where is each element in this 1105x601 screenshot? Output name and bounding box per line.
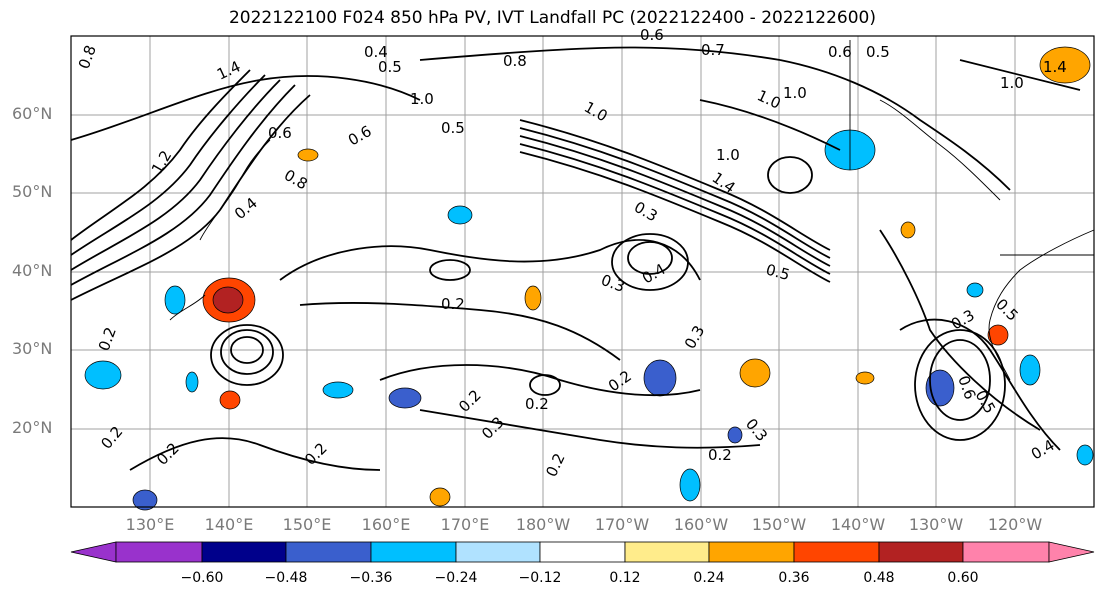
- patch-negative: [727, 426, 743, 444]
- contour-label: 1.0: [716, 146, 740, 164]
- patch-positive: [429, 487, 451, 507]
- patch-negative: [132, 489, 158, 511]
- colorbar-segment: [878, 541, 964, 563]
- lon-label: 170°E: [440, 515, 490, 534]
- gridlines: [71, 36, 1094, 507]
- colorbar-segment: [455, 541, 541, 563]
- contour-label: 0.2: [708, 446, 732, 464]
- patch-negative: [1019, 354, 1041, 386]
- patch-positive: [739, 358, 771, 388]
- contour-label: 0.2: [441, 295, 465, 313]
- lon-label: 130°W: [908, 515, 964, 534]
- lat-label: 60°N: [12, 104, 53, 123]
- lon-label: 160°E: [361, 515, 411, 534]
- patch-positive: [297, 148, 319, 162]
- patch-negative: [643, 359, 677, 397]
- patch-negative: [966, 282, 984, 298]
- lon-label: 150°W: [751, 515, 807, 534]
- contour-label: 0.5: [378, 58, 402, 76]
- lon-label: 140°E: [204, 515, 254, 534]
- patch-positive: [524, 285, 542, 311]
- colorbar-segment: [624, 541, 710, 563]
- colorbar-tick-label: −0.24: [434, 570, 478, 586]
- lat-label: 50°N: [12, 182, 53, 201]
- contour-label: 1.0: [1000, 74, 1024, 92]
- colorbar-tick-label: 0.24: [693, 570, 725, 586]
- colorbar-segment: [201, 541, 287, 563]
- contour-label: 0.6: [268, 124, 292, 142]
- colorbar-segment: [539, 541, 626, 563]
- patch-positive: [1039, 46, 1091, 84]
- contour-lines: [70, 46, 1081, 471]
- colorbar-extend-high: [1048, 541, 1095, 563]
- patch-positive-core: [212, 286, 244, 314]
- lat-label: 30°N: [12, 339, 53, 358]
- contour-label: 1.0: [410, 90, 434, 108]
- lon-label: 160°W: [673, 515, 729, 534]
- patch-negative: [164, 285, 186, 315]
- lat-label: 20°N: [12, 418, 53, 437]
- contour-label: 1.0: [783, 84, 807, 102]
- colorbar: [70, 541, 1095, 563]
- lat-label: 40°N: [12, 261, 53, 280]
- colorbar-tick-label: −0.60: [180, 570, 224, 586]
- contour-label: 0.5: [441, 119, 465, 137]
- patch-negative: [1076, 444, 1094, 466]
- colorbar-tick-label: 0.36: [778, 570, 810, 586]
- patch-positive: [219, 390, 241, 410]
- patch-positive: [987, 324, 1009, 346]
- contour-label: 0.6: [828, 43, 852, 61]
- colorbar-tick-label: −0.12: [518, 570, 562, 586]
- shading-patches: [84, 46, 1094, 511]
- contour-label: 0.6: [640, 26, 664, 44]
- lon-label: 130°E: [125, 515, 175, 534]
- contour-label: 0.5: [764, 260, 792, 284]
- colorbar-segment: [370, 541, 457, 563]
- patch-negative: [84, 360, 122, 390]
- contour-label: 0.5: [866, 43, 890, 61]
- lon-label: 140°W: [830, 515, 886, 534]
- patch-negative: [679, 468, 701, 502]
- patch-negative: [388, 387, 422, 409]
- contour-label: 0.2: [525, 395, 549, 413]
- contour-label: 0.8: [503, 52, 527, 70]
- colorbar-segment: [708, 541, 795, 563]
- contour-label: 0.7: [701, 41, 725, 59]
- colorbar-segment: [285, 541, 372, 563]
- contour-label: 0.4: [364, 43, 388, 61]
- lon-label: 120°W: [987, 515, 1043, 534]
- lon-label: 180°W: [515, 515, 571, 534]
- colorbar-tick-label: 0.48: [863, 570, 895, 586]
- coastlines: [169, 40, 1095, 381]
- colorbar-segment: [793, 541, 880, 563]
- colorbar-segment: [962, 541, 1050, 563]
- contour-label: 1.4: [1043, 58, 1067, 76]
- colorbar-tick-label: 0.12: [609, 570, 641, 586]
- patch-negative: [322, 381, 354, 399]
- patch-positive: [185, 371, 199, 393]
- patch-positive: [900, 221, 916, 239]
- colorbar-tick-label: −0.36: [349, 570, 393, 586]
- chart-title: 2022122100 F024 850 hPa PV, IVT Landfall…: [228, 8, 876, 28]
- lon-label: 170°W: [594, 515, 650, 534]
- colorbar-tick-label: 0.60: [947, 570, 979, 586]
- colorbar-extend-low: [70, 541, 117, 563]
- lon-label: 150°E: [282, 515, 332, 534]
- patch-positive: [855, 371, 875, 385]
- colorbar-tick-label: −0.48: [264, 570, 308, 586]
- colorbar-segment: [115, 541, 203, 563]
- patch-negative: [447, 205, 473, 225]
- plot-frame: [70, 35, 1095, 508]
